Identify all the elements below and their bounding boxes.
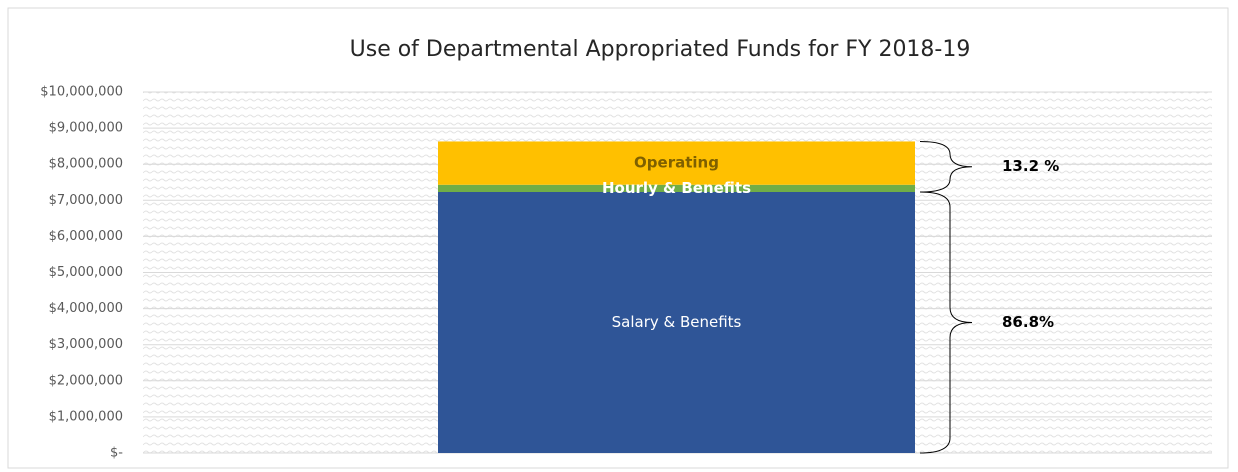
bar-segment <box>438 184 915 192</box>
bar-segment <box>438 191 915 453</box>
y-tick-label: $- <box>110 446 123 461</box>
annotation: 13.2 % <box>1002 157 1059 175</box>
y-tick-label: $1,000,000 <box>49 409 123 424</box>
bar-segment <box>438 141 915 185</box>
brace <box>919 140 973 193</box>
y-tick-label: $10,000,000 <box>40 85 123 100</box>
y-tick-label: $2,000,000 <box>49 373 123 388</box>
chart-title: Use of Departmental Appropriated Funds f… <box>350 37 971 62</box>
y-tick-label: $9,000,000 <box>49 121 123 136</box>
y-tick-label: $3,000,000 <box>49 337 123 352</box>
segment-label: Salary & Benefits <box>612 313 742 331</box>
segment-label: Operating <box>634 154 719 172</box>
brace <box>919 191 973 454</box>
y-tick-label: $5,000,000 <box>49 265 123 280</box>
annotation: 86.8% <box>1002 313 1054 331</box>
y-tick-label: $7,000,000 <box>49 193 123 208</box>
y-tick-label: $4,000,000 <box>49 301 123 316</box>
segment-label: Hourly & Benefits <box>602 179 751 197</box>
y-tick-label: $8,000,000 <box>49 157 123 172</box>
y-tick-label: $6,000,000 <box>49 229 123 244</box>
